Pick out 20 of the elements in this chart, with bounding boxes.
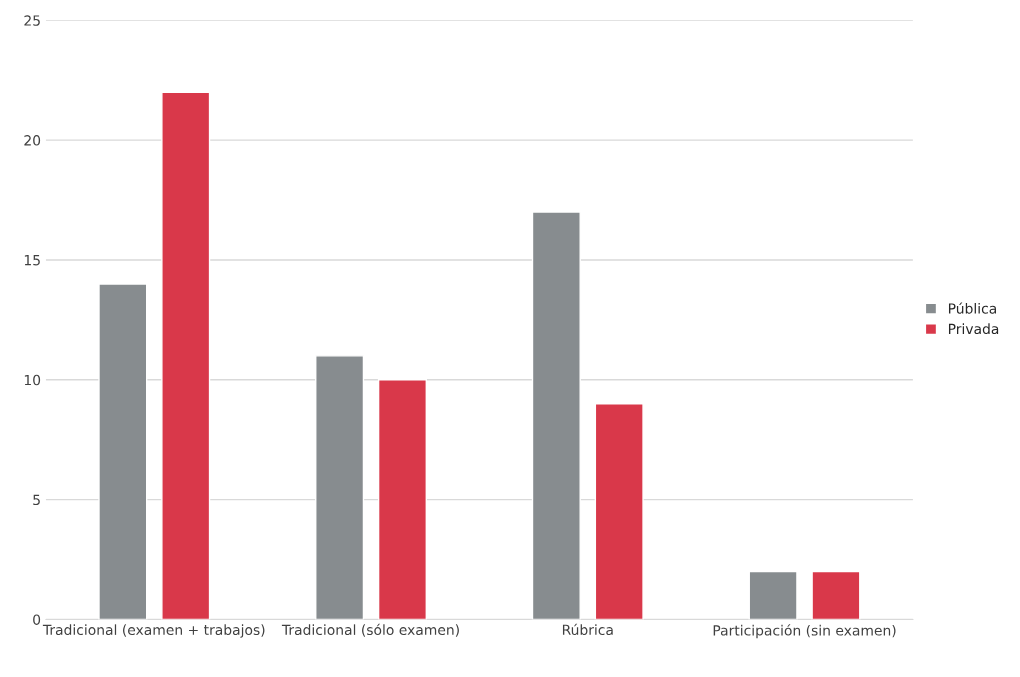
y-tick-label: 20 bbox=[24, 135, 41, 146]
x-tick-label: Tradicional (examen + trabajos) bbox=[42, 624, 265, 638]
legend-label: Privada bbox=[948, 323, 999, 335]
bar bbox=[161, 91, 211, 620]
bar bbox=[531, 211, 581, 620]
y-tick-label: 0 bbox=[33, 614, 41, 625]
legend-label: Pública bbox=[948, 302, 996, 314]
y-tick-label: 25 bbox=[24, 15, 40, 26]
x-tick-label: Tradicional (sólo examen) bbox=[281, 623, 459, 637]
bar bbox=[98, 283, 148, 620]
bar bbox=[315, 355, 365, 620]
bar bbox=[377, 379, 427, 620]
x-tick-label: Participación (sin examen) bbox=[713, 624, 896, 639]
y-tick-label: 10 bbox=[24, 374, 41, 386]
y-tick-label: 5 bbox=[33, 494, 40, 506]
bar bbox=[594, 403, 644, 620]
bar bbox=[811, 570, 861, 620]
bar bbox=[748, 570, 798, 620]
x-tick-label: Rúbrica bbox=[562, 623, 613, 636]
y-tick-label: 15 bbox=[24, 255, 40, 266]
